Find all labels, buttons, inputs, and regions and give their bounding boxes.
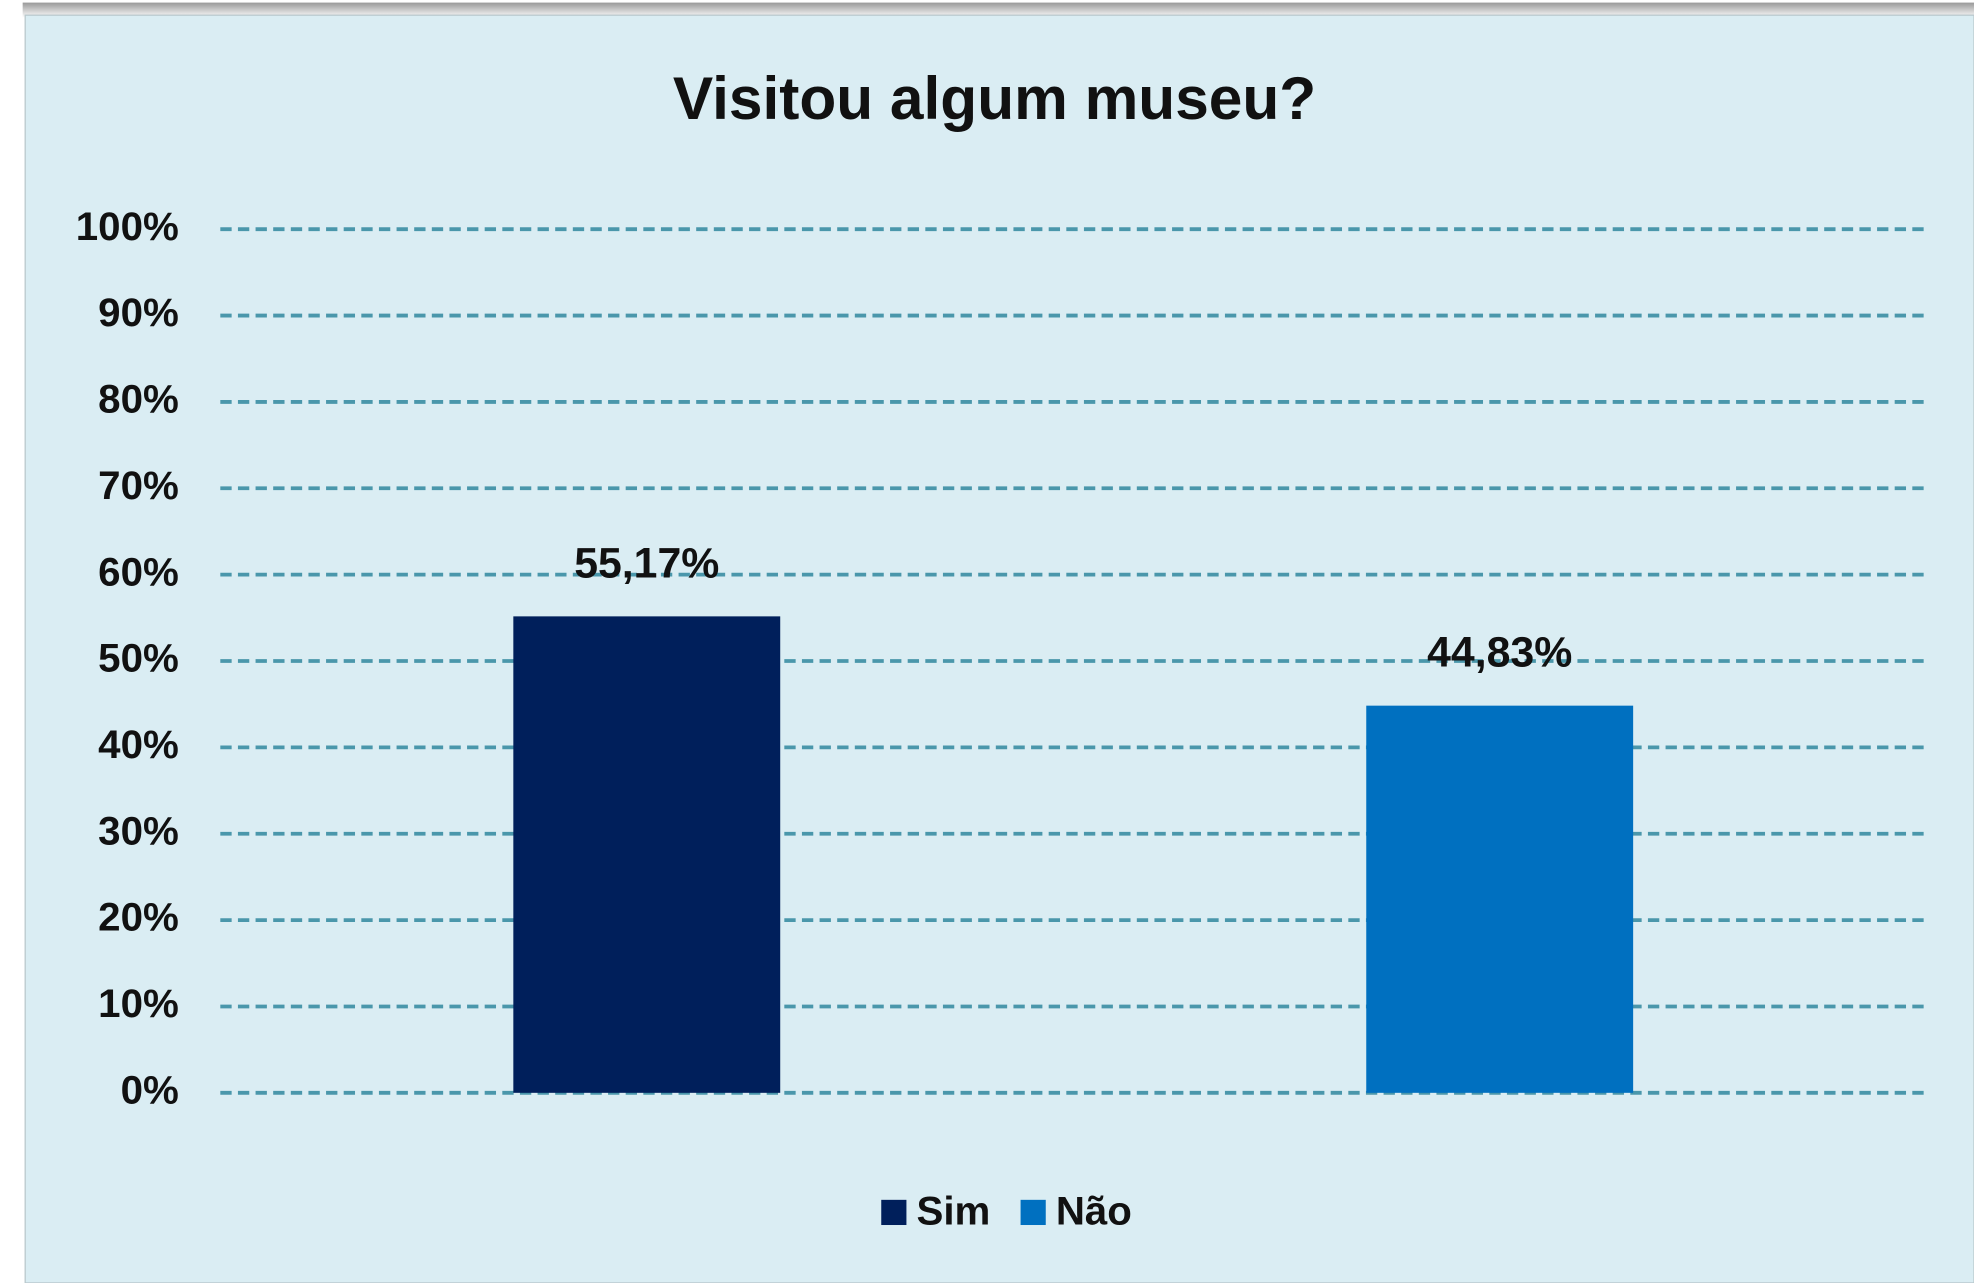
y-tick-label: 50%	[98, 636, 179, 681]
data-label: 44,83%	[1427, 629, 1572, 677]
legend-label: Não	[1056, 1188, 1132, 1233]
legend-label: Sim	[917, 1188, 991, 1233]
chart-title: Visitou algum museu?	[673, 64, 1316, 132]
y-tick-label: 90%	[98, 290, 179, 335]
y-tick-label: 100%	[76, 204, 179, 249]
bar	[513, 616, 781, 1093]
bar	[1366, 705, 1634, 1093]
chart-area	[24, 14, 1974, 1283]
y-tick-label: 20%	[98, 895, 179, 940]
data-label: 55,17%	[574, 539, 719, 587]
y-tick-label: 30%	[98, 808, 179, 853]
y-tick-label: 70%	[98, 463, 179, 508]
y-tick-label: 40%	[98, 722, 179, 767]
y-tick-label: 0%	[121, 1067, 179, 1112]
shadow	[22, 2, 1974, 18]
y-tick-label: 10%	[98, 981, 179, 1026]
legend-swatch	[1020, 1199, 1046, 1226]
y-tick-label: 80%	[98, 377, 179, 422]
y-tick-label: 60%	[98, 549, 179, 594]
legend-swatch	[881, 1199, 907, 1226]
